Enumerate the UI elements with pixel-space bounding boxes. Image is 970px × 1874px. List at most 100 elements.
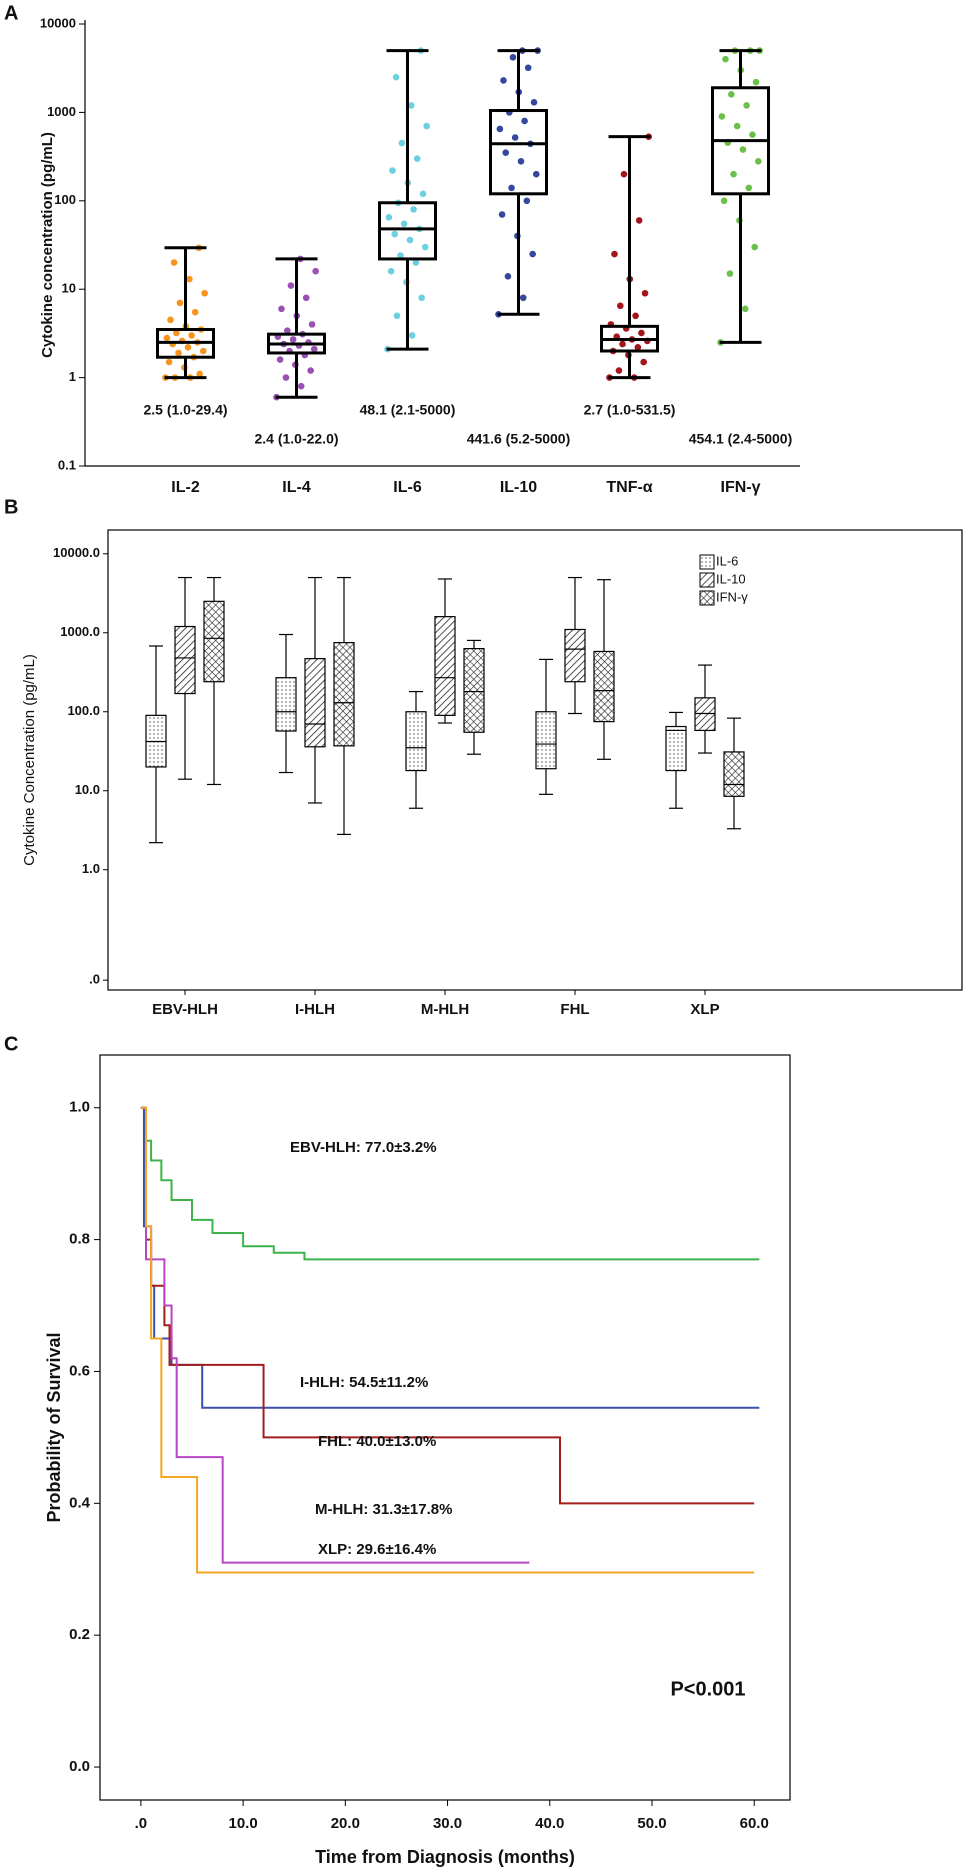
box bbox=[723, 751, 745, 797]
data-point bbox=[739, 146, 747, 153]
data-point bbox=[421, 243, 429, 251]
data-point bbox=[289, 336, 297, 343]
survival-curve bbox=[140, 1106, 760, 1409]
y-tick-label: 100.0 bbox=[67, 703, 100, 718]
data-point bbox=[502, 149, 510, 157]
data-point bbox=[173, 329, 180, 337]
annotation: 48.1 (2.1-5000) bbox=[360, 402, 456, 418]
data-point bbox=[310, 345, 318, 353]
survival-curve bbox=[140, 1106, 760, 1261]
y-tick-label: 0.6 bbox=[69, 1362, 90, 1379]
data-point bbox=[408, 332, 416, 339]
data-point bbox=[176, 299, 184, 307]
data-point bbox=[517, 157, 525, 165]
box bbox=[593, 650, 615, 723]
plot-frame bbox=[107, 529, 963, 991]
panel-label: C bbox=[4, 1033, 18, 1055]
y-tick-label: 10000 bbox=[40, 15, 76, 30]
annotation: 441.6 (5.2-5000) bbox=[467, 431, 571, 447]
data-point bbox=[302, 294, 310, 302]
curve-annotation: M-HLH: 31.3±17.8% bbox=[315, 1501, 452, 1518]
data-point bbox=[406, 236, 414, 244]
data-point bbox=[385, 214, 393, 221]
data-point bbox=[733, 122, 741, 130]
x-tick-label: I-HLH bbox=[295, 1001, 335, 1018]
panel-label: A bbox=[4, 2, 18, 24]
box bbox=[665, 725, 687, 772]
legend-label: IL-6 bbox=[716, 553, 738, 568]
plot-frame bbox=[99, 1054, 791, 1801]
y-tick-label: 0.4 bbox=[69, 1494, 91, 1511]
data-point bbox=[276, 356, 284, 363]
x-axis-label: Time from Diagnosis (months) bbox=[315, 1847, 575, 1867]
data-point bbox=[278, 305, 285, 313]
box bbox=[304, 658, 326, 748]
data-point bbox=[524, 64, 532, 72]
data-point bbox=[413, 155, 421, 162]
curve-annotation: EBV-HLH: 77.0±3.2% bbox=[290, 1139, 437, 1156]
y-axis-label: Cytokine Concentration (pg/mL) bbox=[21, 654, 38, 866]
data-point bbox=[167, 316, 174, 324]
box bbox=[174, 625, 196, 695]
data-point bbox=[754, 157, 762, 165]
x-tick-label: IL-10 bbox=[500, 479, 537, 496]
data-point bbox=[529, 250, 536, 258]
data-point bbox=[632, 312, 639, 320]
y-tick-label: 0.8 bbox=[69, 1231, 90, 1248]
x-tick-label: 20.0 bbox=[331, 1815, 360, 1832]
x-tick-label: XLP bbox=[690, 1001, 719, 1018]
data-point bbox=[419, 190, 427, 198]
x-tick-label: IL-6 bbox=[393, 479, 422, 496]
y-tick-label: 0.0 bbox=[69, 1758, 90, 1775]
y-tick-label: 1 bbox=[69, 369, 76, 384]
data-point bbox=[312, 267, 319, 275]
y-tick-label: 10000.0 bbox=[53, 545, 100, 560]
data-point bbox=[638, 329, 645, 337]
data-point bbox=[615, 367, 623, 374]
x-tick-label: M-HLH bbox=[421, 1001, 469, 1018]
data-point bbox=[611, 250, 618, 258]
data-point bbox=[282, 374, 290, 381]
data-point bbox=[408, 102, 415, 109]
box bbox=[378, 201, 437, 261]
y-tick-label: 100 bbox=[54, 192, 76, 207]
data-point bbox=[391, 230, 399, 238]
annotation: 2.4 (1.0-22.0) bbox=[254, 431, 338, 447]
data-point bbox=[532, 170, 540, 178]
legend-label: IFN-γ bbox=[716, 589, 748, 604]
x-tick-label: TNF-α bbox=[606, 479, 652, 496]
data-point bbox=[730, 170, 737, 178]
data-point bbox=[308, 321, 316, 328]
data-point bbox=[722, 55, 729, 63]
x-tick-label: IL-4 bbox=[282, 479, 311, 496]
data-point bbox=[496, 125, 504, 133]
data-point bbox=[509, 54, 517, 61]
legend-swatch bbox=[699, 554, 715, 570]
data-point bbox=[504, 272, 512, 280]
box bbox=[463, 648, 485, 733]
x-tick-label: 60.0 bbox=[740, 1815, 769, 1832]
y-tick-label: 1000.0 bbox=[60, 624, 100, 639]
data-point bbox=[175, 349, 182, 357]
data-point bbox=[720, 197, 728, 205]
box bbox=[489, 109, 548, 196]
box bbox=[434, 616, 456, 716]
data-point bbox=[423, 122, 430, 130]
data-point bbox=[398, 139, 406, 147]
data-point bbox=[387, 267, 395, 275]
x-tick-label: IFN-γ bbox=[721, 479, 761, 496]
data-point bbox=[500, 77, 507, 84]
data-point bbox=[186, 275, 193, 283]
y-tick-label: 10.0 bbox=[75, 782, 100, 797]
y-tick-label: 1.0 bbox=[82, 861, 100, 876]
y-axis-label: Probability of Survival bbox=[44, 1332, 64, 1522]
data-point bbox=[726, 270, 734, 277]
x-tick-label: .0 bbox=[135, 1815, 148, 1832]
x-tick-label: IL-2 bbox=[171, 479, 200, 496]
y-axis-label: Cytokine concentration (pg/mL) bbox=[39, 132, 56, 358]
x-tick-label: EBV-HLH bbox=[152, 1001, 218, 1018]
data-point bbox=[287, 282, 295, 289]
data-point bbox=[521, 117, 528, 125]
data-point bbox=[641, 289, 649, 297]
